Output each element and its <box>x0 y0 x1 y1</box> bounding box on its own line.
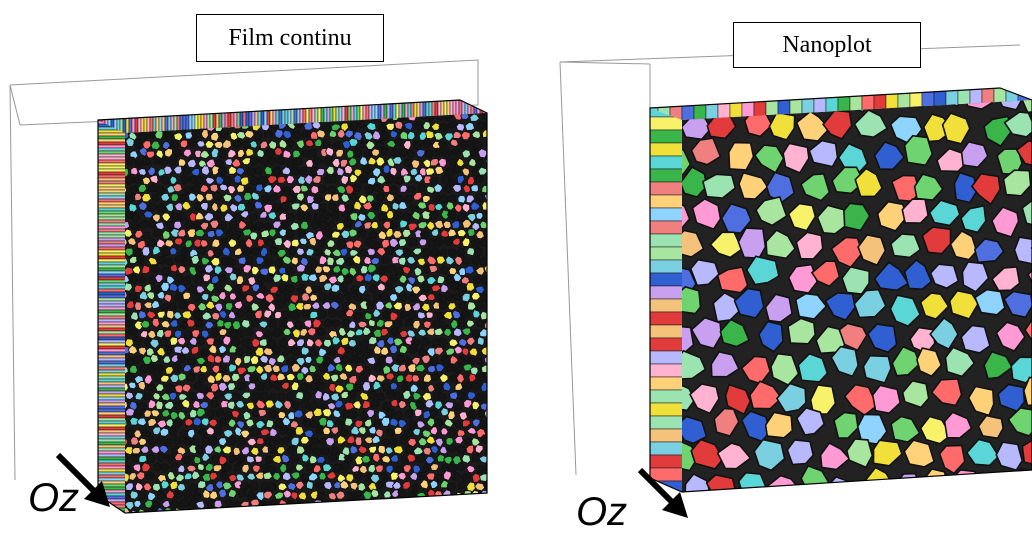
left-slab-front <box>114 102 509 528</box>
right-slab-side <box>648 104 684 532</box>
left-slab-side <box>96 118 128 526</box>
right-slab-front <box>660 75 1032 532</box>
oz-label-right: Oz <box>576 492 627 532</box>
title-film-continu: Film continu <box>196 14 384 62</box>
oz-label-left: Oz <box>28 478 79 518</box>
title-nanoplot: Nanoplot <box>733 22 921 68</box>
